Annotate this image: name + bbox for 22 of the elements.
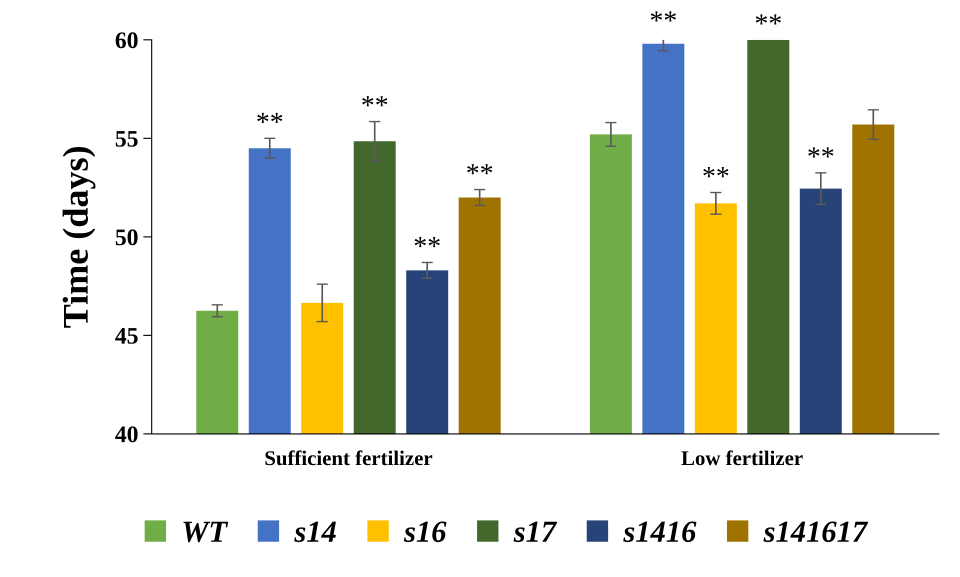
y-tick-label: 55	[116, 131, 138, 147]
data-label: **	[650, 11, 676, 22]
data-label: **	[756, 14, 781, 25]
data-label: **	[703, 167, 728, 178]
data-label: **	[467, 164, 492, 174]
x-tick-label: Low fertilizer	[681, 450, 803, 466]
y-tick-label: 45	[115, 328, 138, 344]
legend-label: s1416	[623, 522, 696, 542]
legend-label: s17	[514, 522, 558, 542]
y-tick-label: 40	[115, 426, 138, 442]
legend-label: s16	[404, 522, 446, 542]
data-label: **	[808, 147, 834, 158]
legend-label: s141617	[763, 522, 868, 542]
data-label: **	[362, 96, 388, 106]
legend-label: WT	[183, 522, 228, 542]
y-tick-label: 60	[116, 32, 138, 48]
x-tick-label: Sufficient fertilizer	[265, 450, 432, 466]
data-label: **	[257, 112, 282, 124]
data-label: **	[414, 236, 440, 248]
y-tick-label: 50	[116, 229, 138, 246]
y-axis-title: Time (days)	[62, 146, 96, 328]
legend-label: s14	[294, 522, 336, 542]
